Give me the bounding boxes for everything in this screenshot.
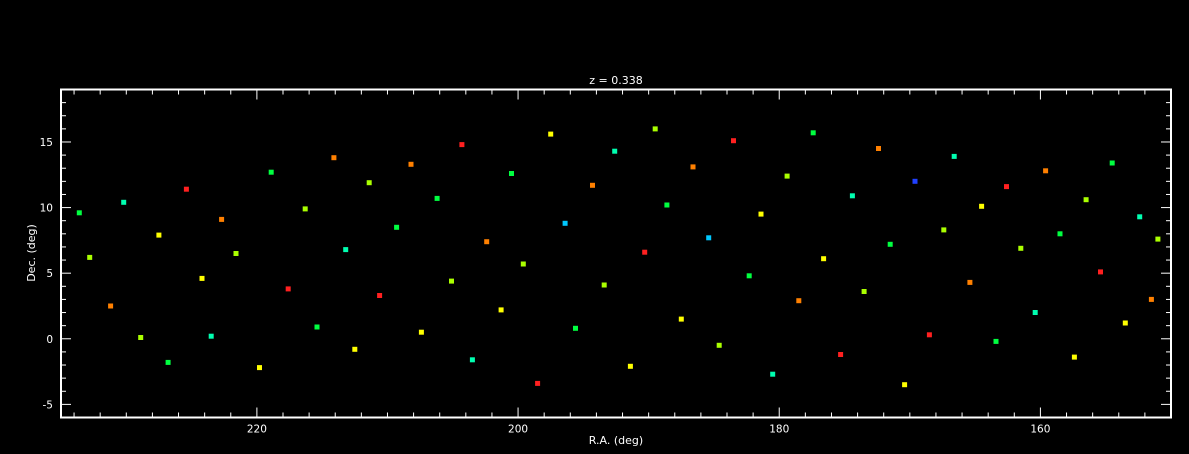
data-point [1032, 310, 1038, 315]
data-point [165, 359, 171, 365]
data-point [838, 352, 844, 357]
data-point [746, 273, 752, 279]
data-point [601, 282, 607, 288]
data-point [1083, 197, 1089, 203]
data-point [861, 289, 867, 294]
y-tick-label: -5 [43, 399, 53, 411]
axis-ticks: 220 200 180 160 -5 0 5 10 15 [40, 89, 1172, 436]
data-point [1004, 184, 1009, 190]
data-point [498, 307, 504, 313]
x-tick-label: 200 [508, 424, 528, 436]
x-tick-label: 220 [247, 424, 267, 436]
data-point [408, 161, 414, 167]
data-point [1148, 296, 1154, 302]
data-point [434, 195, 440, 201]
data-point [926, 332, 932, 338]
data-point [951, 153, 957, 159]
x-tick-label: 180 [769, 424, 789, 436]
y-tick-label: 0 [46, 334, 53, 346]
data-point [821, 256, 827, 262]
data-point [993, 338, 999, 344]
data-point [849, 193, 855, 199]
data-point [76, 210, 82, 216]
data-point [394, 224, 400, 230]
data-point [1098, 269, 1103, 275]
data-point [716, 342, 722, 348]
data-point [1071, 354, 1077, 360]
data-point [535, 380, 541, 386]
data-point [285, 286, 291, 292]
data-point [219, 216, 225, 222]
data-point [627, 363, 633, 369]
data-point [758, 211, 764, 217]
data-point [418, 329, 424, 335]
data-point [331, 155, 337, 161]
data-point [652, 126, 658, 132]
data-point [912, 178, 918, 184]
data-point [520, 261, 526, 267]
data-point [887, 241, 893, 247]
data-point [967, 279, 973, 285]
data-point [678, 316, 684, 322]
data-points [76, 126, 1161, 388]
data-point [1122, 320, 1128, 326]
data-point [484, 239, 490, 245]
data-point [469, 357, 475, 363]
data-point [509, 171, 514, 176]
data-point [941, 227, 947, 233]
data-point [459, 142, 465, 148]
data-point [706, 235, 712, 241]
data-point [642, 249, 648, 255]
data-point [377, 293, 383, 298]
data-point [199, 275, 205, 281]
data-point [902, 382, 908, 388]
data-point [979, 203, 985, 209]
y-tick-label: 15 [40, 137, 53, 149]
data-point [731, 138, 736, 144]
data-point [810, 130, 816, 136]
data-point [784, 173, 790, 179]
data-point [770, 371, 776, 377]
data-point [183, 186, 189, 192]
data-point [343, 247, 349, 253]
data-point [257, 365, 262, 371]
data-point [1109, 160, 1115, 166]
y-tick-label: 5 [46, 268, 53, 280]
data-point [690, 164, 696, 170]
data-point [268, 169, 274, 175]
data-point [233, 251, 239, 256]
data-point [796, 298, 802, 304]
data-point [138, 335, 144, 340]
y-tick-label: 10 [40, 203, 53, 215]
chart-title: z = 0.338 [589, 74, 642, 87]
x-tick-label: 160 [1030, 424, 1050, 436]
data-point [208, 333, 214, 339]
y-axis-label: Dec. (deg) [25, 224, 38, 282]
data-point [590, 182, 595, 188]
data-point [562, 220, 568, 226]
data-point [1018, 245, 1024, 251]
data-point [1043, 168, 1049, 174]
data-point [314, 324, 320, 330]
data-point [612, 148, 618, 154]
data-point [1137, 214, 1143, 220]
data-point [302, 206, 308, 212]
data-point [664, 202, 670, 208]
data-point [1057, 231, 1063, 237]
data-point [1155, 236, 1161, 242]
x-axis-label: R.A. (deg) [589, 434, 643, 447]
data-point [121, 199, 127, 205]
data-point [449, 278, 454, 284]
data-point [352, 346, 358, 352]
data-point [573, 325, 578, 331]
data-point [87, 254, 93, 260]
data-point [366, 180, 372, 186]
data-point [108, 303, 114, 309]
data-point [156, 232, 162, 238]
plot-frame [60, 88, 1172, 419]
data-point [876, 146, 881, 151]
data-point [548, 131, 554, 137]
